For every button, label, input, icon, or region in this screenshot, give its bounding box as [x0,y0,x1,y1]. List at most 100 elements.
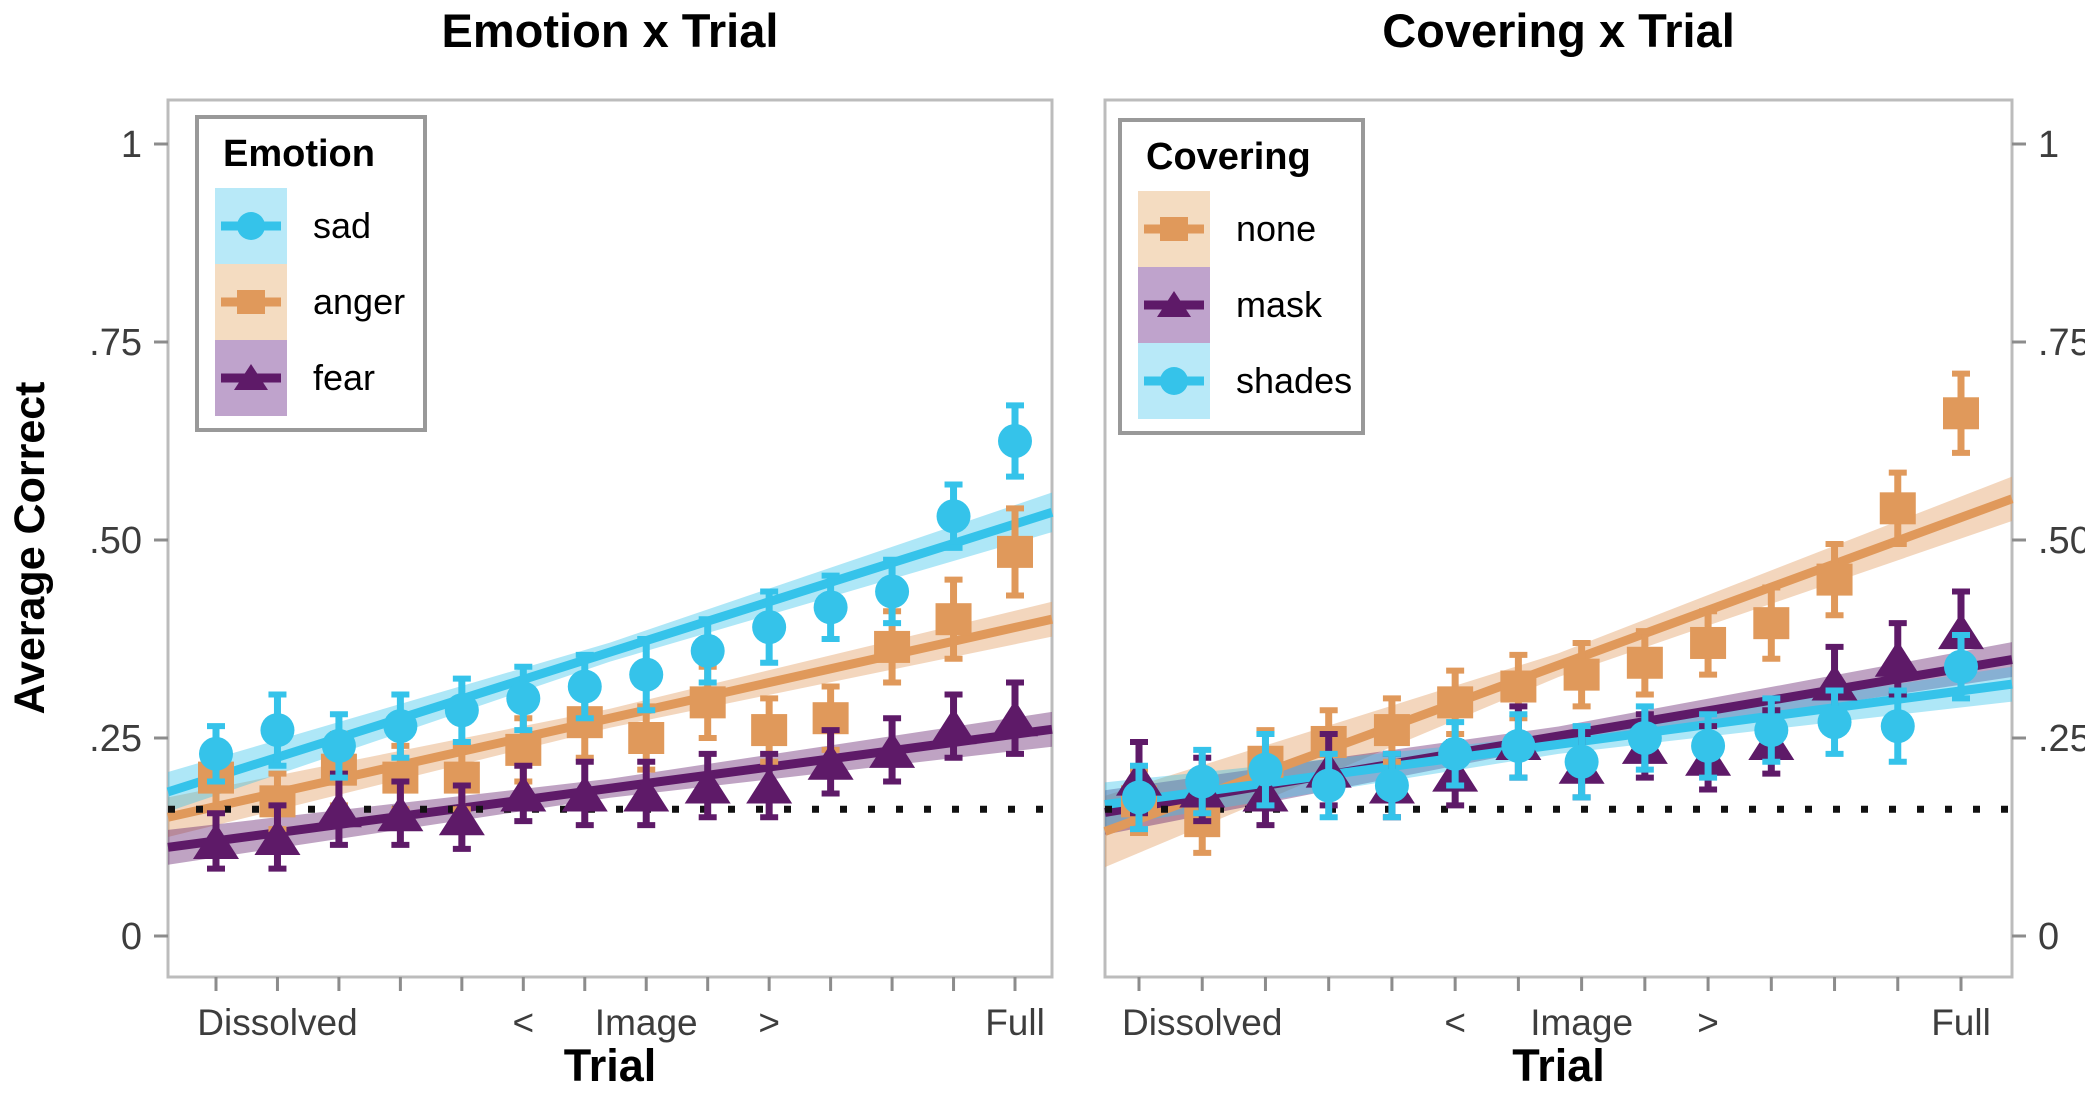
sad-legend-label: sad [313,205,372,246]
x-tick-label: Image [595,1002,698,1043]
y-tick-label: .50 [89,520,142,562]
mask-marker [1874,640,1921,677]
shades-marker [1880,709,1915,744]
x-tick-label: Dissolved [197,1002,357,1043]
fear-marker [869,731,916,768]
mask-legend-key-icon [1138,267,1210,343]
fear-series [193,679,1038,872]
anger-legend-label: anger [313,281,406,322]
x-tick-label: Full [1931,1002,1991,1043]
none-marker [1816,563,1853,596]
fear-marker [315,791,362,828]
y-tick-label: 1 [2038,124,2059,166]
none-legend-label: none [1236,208,1317,249]
fear-marker [684,767,731,804]
fear-marker [807,743,854,780]
fear-marker [746,767,793,804]
left-panel-title: Emotion x Trial [441,4,779,57]
sad-marker [752,610,787,645]
covering-x-trial-panel: 0 .25 .50 .75 1 Dissolved < Image > Full [1103,98,2085,1043]
x-tick-label: < [1444,1002,1466,1043]
shades-legend-key-icon [1138,343,1210,419]
y-tick-label: .25 [89,718,142,760]
legend-item-none: none [1138,191,1351,267]
fear-marker [623,775,670,812]
y-tick-label: 1 [121,124,142,166]
fear-marker [561,775,608,812]
sad-marker [199,736,233,771]
mask-legend-label: mask [1236,284,1323,325]
sad-marker [690,633,725,668]
fear-marker [500,775,547,812]
shades-marker [1501,728,1536,763]
shades-marker [1627,721,1662,755]
fear-marker [193,822,239,859]
anger-legend-key-icon [215,264,287,340]
fear-legend-label: fear [313,357,376,398]
sad-marker [567,669,602,704]
sad-marker [260,713,295,748]
left-x-axis-title: Trial [563,1040,657,1091]
fear-marker [438,799,485,836]
legend-item-sad: sad [215,188,413,264]
none-marker [1690,626,1727,659]
covering-legend-title: Covering [1146,136,1311,178]
sad-trend-line [166,507,1054,797]
x-tick-label: Image [1530,1002,1633,1043]
sad-marker [444,693,479,728]
anger-marker [874,630,911,663]
sad-legend-key-icon [215,188,287,264]
anger-marker [689,686,726,719]
legend-item-shades: shades [1138,343,1353,419]
sad-marker [629,657,664,692]
none-marker [1943,397,1979,430]
none-marker [1373,714,1410,747]
none-marker [1563,658,1600,691]
y-tick-label: .50 [2038,520,2085,562]
sad-marker [321,728,356,763]
y-tick-label: .25 [2038,718,2085,760]
shades-marker [1564,744,1599,779]
y-tick-label: .75 [89,322,142,364]
shades-trend-line [1104,679,2013,809]
mask-marker [1811,664,1858,701]
sad-marker [998,424,1032,458]
none-marker [1437,686,1474,719]
none-legend-key-icon [1138,191,1210,267]
covering-legend-rows: none mask shades [1138,191,1353,419]
shades-marker [1248,752,1283,787]
shades-series [1122,632,1978,833]
none-marker [1879,492,1916,525]
anger-marker [751,714,788,747]
covering-legend: Covering none mask shades [1118,118,1365,435]
fear-marker [930,708,977,745]
shades-marker [1754,713,1789,748]
none-marker [1753,607,1790,640]
x-tick-label: Full [985,1002,1045,1043]
shades-marker [1374,768,1409,803]
shades-legend-label: shades [1236,360,1353,401]
sad-marker [506,681,541,716]
y-tick-label: .75 [2038,322,2085,364]
sad-series [199,402,1032,785]
none-marker [1626,646,1663,679]
shades-marker [1311,768,1346,803]
fear-marker [254,819,301,855]
x-tick-label: < [513,1002,535,1043]
emotion-legend-rows: sad anger fear [215,188,413,416]
anger-marker [997,535,1033,568]
sad-marker [875,574,910,609]
shades-marker [1944,649,1978,684]
shades-marker [1185,764,1220,799]
right-x-axis-title: Trial [1512,1040,1605,1091]
shades-marker [1817,705,1852,740]
fear-marker [377,795,424,832]
right-panel-title: Covering x Trial [1382,4,1735,57]
fear-marker [992,700,1038,737]
anger-marker [935,603,972,636]
shades-marker [1438,736,1473,771]
sad-marker [936,499,971,534]
fear-trend-line [167,724,1053,852]
